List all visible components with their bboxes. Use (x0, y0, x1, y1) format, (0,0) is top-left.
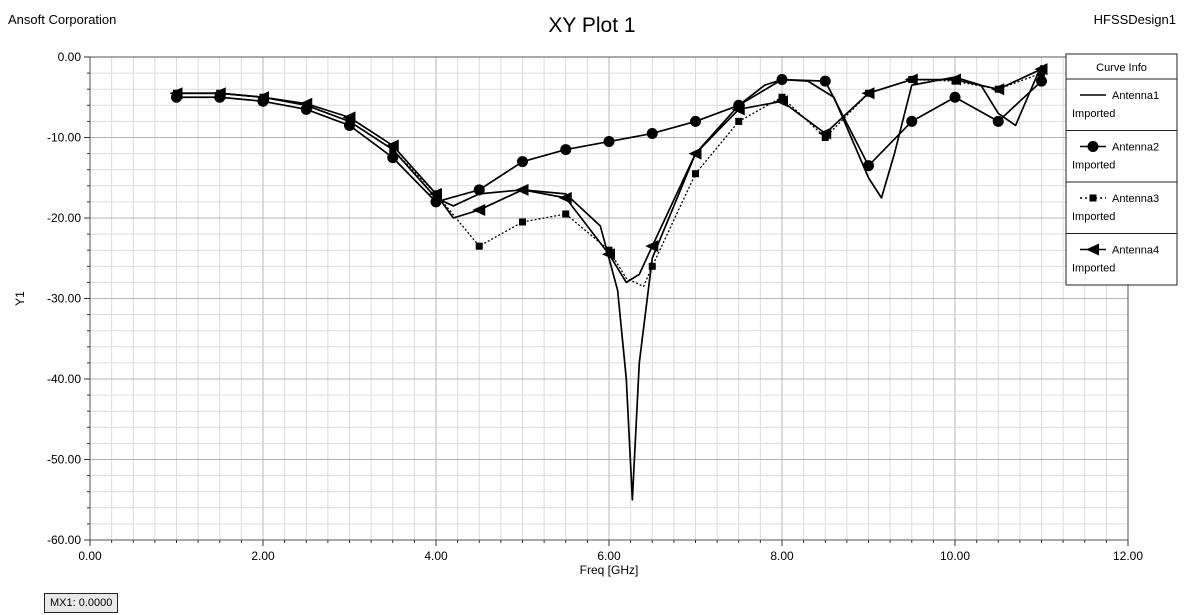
series-antenna4 (169, 63, 1048, 284)
y-axis-label: Y1 (13, 291, 27, 306)
series-point-antenna2 (646, 127, 658, 139)
y-tick-label: -20.00 (47, 211, 81, 225)
series-point-antenna2 (819, 75, 831, 87)
x-tick-label: 12.00 (1113, 549, 1143, 563)
legend-entry-sub: Imported (1072, 160, 1115, 172)
x-axis-label: Freq [GHz] (580, 563, 639, 577)
series-point-antenna3 (346, 117, 353, 125)
y-tick-label: 0.00 (58, 50, 82, 64)
series-point-antenna3 (778, 93, 786, 101)
legend: Curve Info Antenna1 Imported Antenna2 Import… (1065, 53, 1178, 286)
series-point-antenna2 (1036, 75, 1047, 87)
marker-readout[interactable]: MX1: 0.0000 (44, 593, 119, 613)
series-point-antenna2 (560, 144, 572, 156)
series-point-antenna3 (1038, 69, 1045, 77)
legend-entry-name: Antenna2 (1112, 142, 1159, 154)
series-point-antenna2 (430, 196, 442, 208)
y-tick-label: -50.00 (47, 453, 81, 467)
series-point-antenna2 (517, 156, 528, 168)
series-point-antenna2 (387, 152, 399, 164)
x-tick-label: 2.00 (251, 549, 275, 563)
series-point-antenna4 (472, 203, 486, 216)
plot-title: XY Plot 1 (548, 14, 636, 37)
legend-entry-name: Antenna1 (1112, 90, 1159, 102)
series-point-antenna4 (861, 87, 875, 100)
series-point-antenna3 (692, 170, 699, 178)
x-tick-label: 4.00 (424, 549, 448, 563)
series-point-antenna4 (169, 87, 183, 100)
grid (89, 56, 1129, 541)
series-point-antenna4 (256, 91, 269, 104)
series-line-antenna4 (176, 68, 1042, 284)
series-point-antenna4 (948, 73, 961, 86)
series-point-antenna4 (818, 127, 832, 140)
legend-swatch-marker (1089, 194, 1097, 202)
series-point-antenna3 (821, 134, 829, 141)
series-point-antenna3 (475, 242, 483, 250)
legend-swatch-marker (1087, 141, 1099, 152)
series-point-antenna3 (735, 117, 743, 125)
series-point-antenna3 (648, 262, 656, 270)
series-point-antenna2 (776, 74, 788, 86)
series-point-antenna4 (515, 183, 529, 196)
series-point-antenna4 (688, 147, 702, 160)
series-point-antenna4 (991, 83, 1005, 96)
series-point-antenna4 (645, 240, 659, 253)
series-point-antenna4 (299, 97, 313, 110)
legend-entry-name: Antenna3 (1112, 193, 1159, 205)
series-point-antenna3 (605, 246, 613, 254)
series-antenna1 (176, 64, 1043, 501)
x-tick-label: 6.00 (597, 549, 621, 563)
series-point-antenna4 (558, 191, 572, 204)
design-label: HFSSDesign1 (1093, 12, 1176, 27)
legend-box (1065, 53, 1178, 286)
legend-title: Curve Info (1096, 62, 1147, 74)
x-tick-label: 8.00 (770, 549, 794, 563)
series-point-antenna2 (473, 184, 485, 196)
series-point-antenna4 (731, 103, 745, 116)
legend-entry-sub: Imported (1072, 108, 1115, 120)
y-tick-label: -60.00 (47, 533, 81, 547)
company-label: Ansoft Corporation (8, 12, 117, 27)
series-point-antenna3 (562, 210, 570, 218)
y-tick-label: -40.00 (47, 372, 81, 386)
series-point-antenna3 (519, 218, 526, 226)
series-point-antenna4 (775, 95, 788, 108)
y-tick-label: -30.00 (47, 292, 81, 306)
series-point-antenna4 (212, 87, 226, 100)
series-point-antenna4 (342, 111, 356, 124)
series-point-antenna2 (690, 115, 701, 127)
legend-swatch-marker (1086, 243, 1099, 256)
series-point-antenna3 (389, 146, 397, 154)
legend-entry-name: Antenna4 (1112, 245, 1159, 257)
series-line-antenna1 (176, 64, 1043, 501)
series-point-antenna4 (602, 248, 615, 261)
series-point-antenna4 (385, 139, 399, 152)
legend-entry-sub: Imported (1072, 211, 1115, 223)
series-point-antenna2 (603, 136, 615, 148)
series-point-antenna2 (906, 115, 918, 127)
series-point-antenna4 (429, 187, 442, 200)
series-point-antenna2 (863, 160, 874, 172)
series-point-antenna2 (949, 91, 961, 103)
x-tick-label: 0.00 (78, 549, 102, 563)
legend-entry-sub: Imported (1072, 263, 1115, 275)
y-tick-label: -10.00 (47, 131, 81, 145)
series-point-antenna4 (904, 73, 918, 86)
x-tick-label: 10.00 (940, 549, 970, 563)
series-point-antenna4 (1034, 63, 1048, 76)
series-point-antenna2 (992, 115, 1004, 127)
